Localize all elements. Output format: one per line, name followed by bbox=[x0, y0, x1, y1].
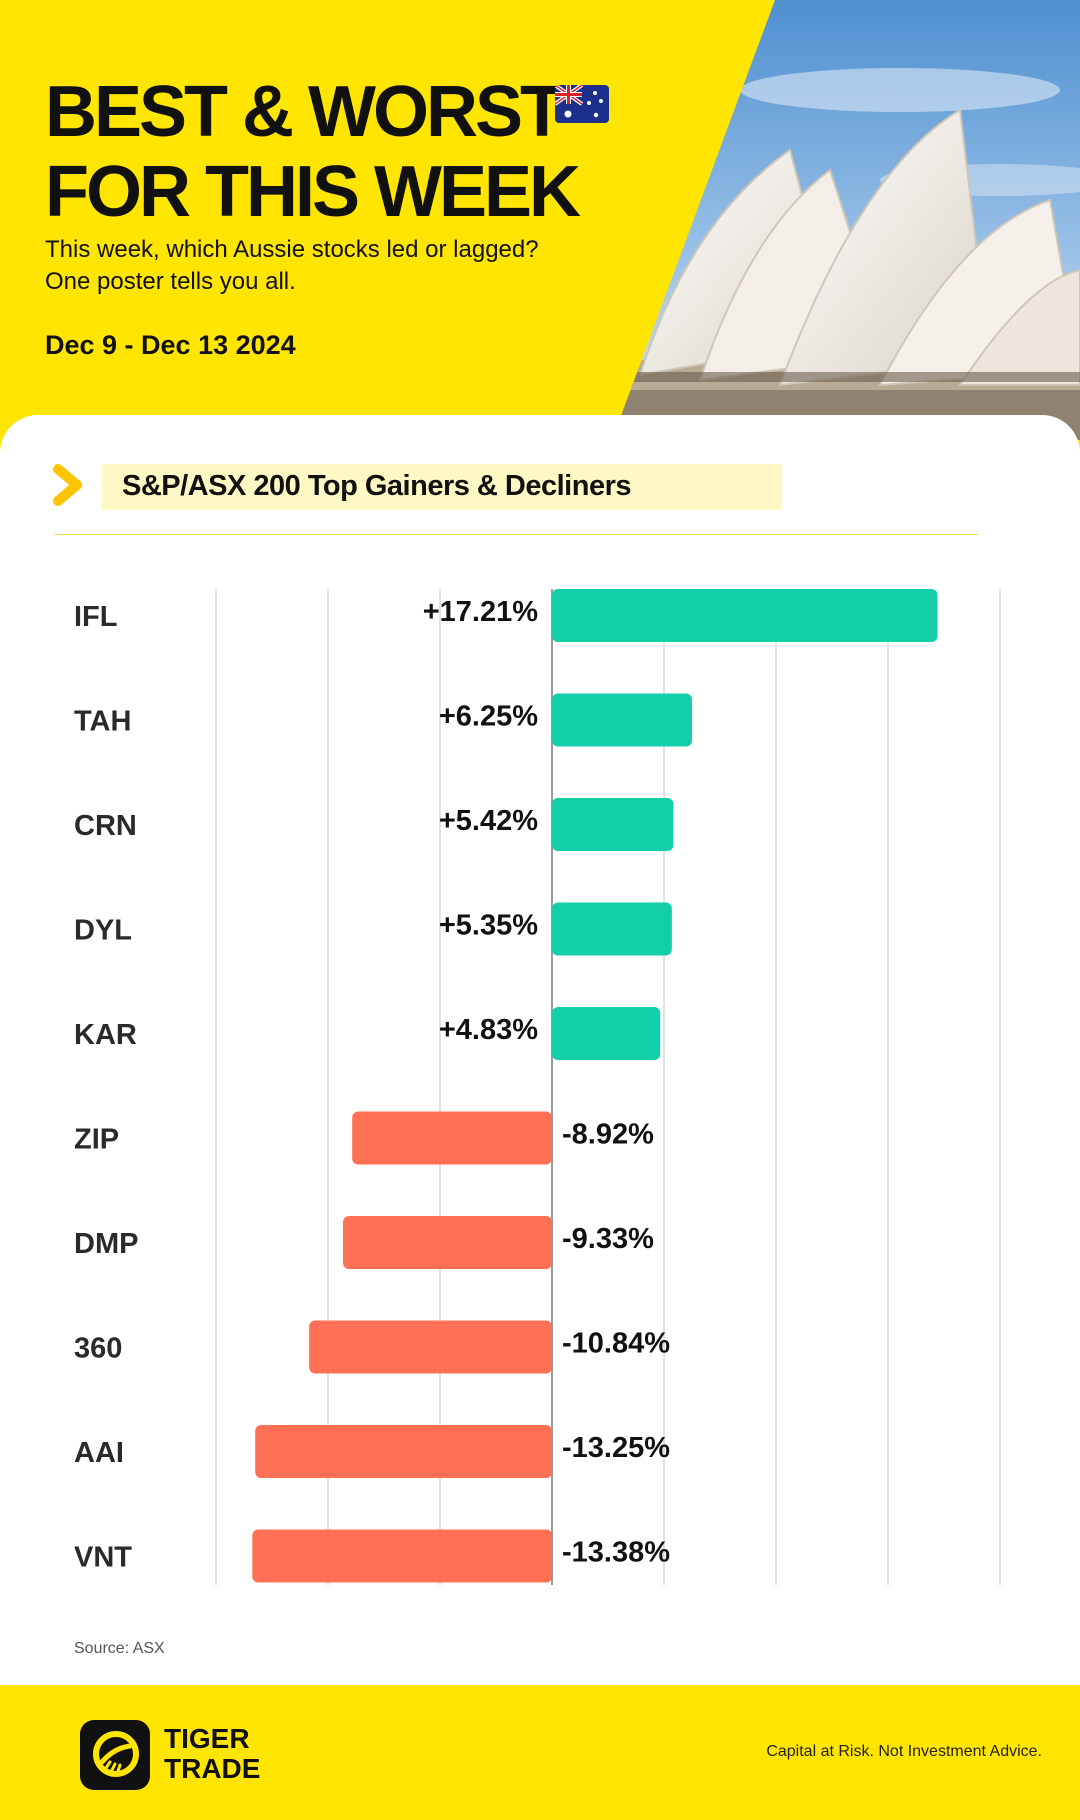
subtitle-line-1: This week, which Aussie stocks led or la… bbox=[45, 236, 539, 263]
category-label: DYL bbox=[74, 915, 132, 947]
divider bbox=[55, 534, 978, 535]
category-label: CRN bbox=[74, 810, 137, 842]
bar-kar bbox=[552, 1007, 661, 1060]
australia-flag-icon bbox=[555, 85, 609, 123]
bar-zip bbox=[352, 1111, 552, 1165]
category-label: ZIP bbox=[74, 1124, 119, 1156]
page-title: BEST & WORST FOR THIS WEEK bbox=[45, 72, 581, 232]
brand-name: TIGER TRADE bbox=[164, 1724, 260, 1784]
title-line-1: BEST & WORST bbox=[45, 72, 564, 152]
bar-chart: IFL +17.21% TAH +6.25% CRN +5.42% DYL +5.35% KAR… bbox=[74, 589, 1001, 1585]
bar-ifl bbox=[552, 589, 938, 642]
data-label: -13.38% bbox=[562, 1537, 670, 1569]
category-label: IFL bbox=[74, 601, 118, 633]
data-label: -8.92% bbox=[562, 1119, 654, 1151]
category-label: AAI bbox=[74, 1437, 124, 1469]
subtitle: This week, which Aussie stocks led or la… bbox=[45, 234, 605, 298]
disclaimer: Capital at Risk. Not Investment Advice. bbox=[766, 1743, 1042, 1760]
bar-tah bbox=[552, 693, 692, 747]
data-label: +5.42% bbox=[439, 805, 538, 837]
brand-line-2: TRADE bbox=[164, 1753, 261, 1784]
data-label: -10.84% bbox=[562, 1328, 670, 1360]
category-label: TAH bbox=[74, 706, 131, 738]
bar-dyl bbox=[552, 902, 672, 956]
tiger-logo-icon bbox=[80, 1720, 150, 1790]
data-label: +5.35% bbox=[439, 910, 538, 942]
category-label: VNT bbox=[74, 1542, 132, 1574]
category-label: 360 bbox=[74, 1333, 122, 1365]
chevron-right-icon bbox=[53, 464, 82, 506]
data-label: +4.83% bbox=[439, 1014, 538, 1046]
data-label: -13.25% bbox=[562, 1432, 670, 1464]
data-label: -9.33% bbox=[562, 1223, 654, 1255]
bar-360 bbox=[309, 1320, 552, 1374]
title-line-2: FOR THIS WEEK bbox=[45, 152, 581, 232]
brand-line-1: TIGER bbox=[164, 1723, 250, 1754]
bar-dmp bbox=[343, 1216, 552, 1269]
section-title-highlight bbox=[102, 464, 782, 510]
header: BEST & WORST FOR THIS WEEK This week, wh… bbox=[0, 0, 1080, 440]
data-label: +17.21% bbox=[423, 596, 539, 628]
bar-aai bbox=[255, 1425, 552, 1478]
bar-vnt bbox=[252, 1529, 552, 1583]
section-title: S&P/ASX 200 Top Gainers & Decliners bbox=[122, 470, 632, 502]
data-label: +6.25% bbox=[439, 701, 538, 733]
category-label: KAR bbox=[74, 1019, 137, 1051]
bar-crn bbox=[552, 798, 674, 851]
source-note: Source: ASX bbox=[74, 1640, 165, 1657]
subtitle-line-2: One poster tells you all. bbox=[45, 268, 296, 295]
date-range: Dec 9 - Dec 13 2024 bbox=[45, 330, 296, 360]
category-label: DMP bbox=[74, 1228, 138, 1260]
